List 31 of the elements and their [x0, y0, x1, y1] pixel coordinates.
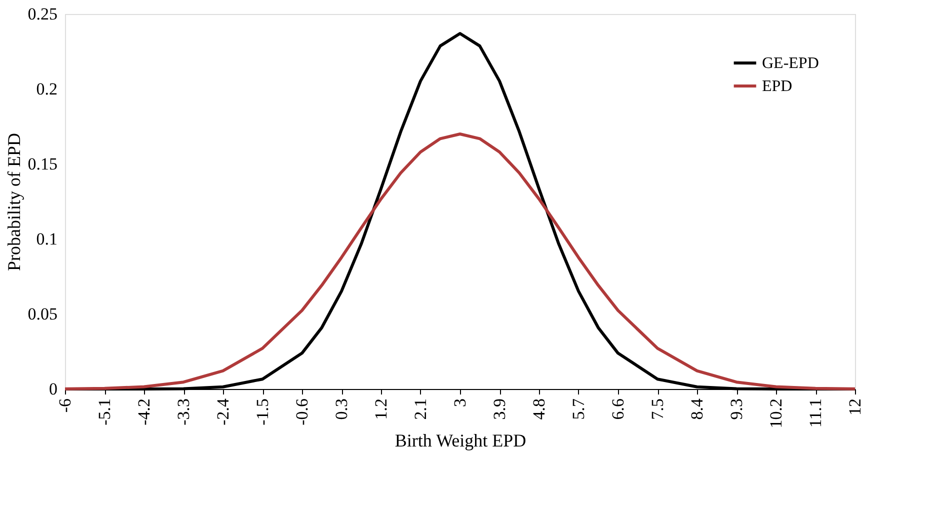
x-tick-label: -2.4: [214, 398, 232, 426]
x-axis-title: Birth Weight EPD: [394, 430, 526, 450]
x-tick-label: -4.2: [134, 398, 154, 426]
x-tick-label: -3.3: [174, 398, 193, 426]
legend-label: GE-EPD: [762, 55, 819, 72]
x-tick-label: 8.4: [688, 398, 706, 420]
y-tick-label: 0.15: [28, 154, 58, 174]
x-tick-label: -5.1: [95, 398, 114, 426]
y-tick-label: 0.2: [36, 80, 58, 98]
x-tick-label: 5.7: [569, 398, 588, 420]
x-tick-label: 3.9: [490, 398, 509, 420]
y-tick-label: 0.25: [28, 4, 58, 24]
legend-label: EPD: [762, 78, 792, 95]
y-tick-label: 0: [49, 380, 58, 398]
y-axis-title: Probability of EPD: [4, 133, 24, 271]
x-tick-label: 6.6: [608, 398, 628, 420]
y-tick-label: 0.05: [28, 304, 58, 324]
x-tick-label: 10.2: [766, 398, 786, 428]
x-tick-label: -1.5: [253, 398, 272, 426]
x-tick-label: 9.3: [727, 398, 746, 420]
x-tick-label: 1.2: [372, 398, 390, 420]
x-tick-label: 12: [846, 398, 864, 416]
x-tick-label: -6: [56, 398, 74, 413]
x-tick-label: 4.8: [530, 398, 548, 420]
x-tick-label: 3: [450, 398, 470, 407]
x-tick-label: 0.3: [332, 398, 351, 420]
x-tick-label: 7.5: [648, 398, 667, 420]
y-tick-label: 0.1: [36, 230, 58, 248]
x-tick-label: 11.1: [806, 398, 825, 428]
x-tick-label: 2.1: [411, 398, 430, 420]
x-tick-label: -0.6: [292, 398, 312, 426]
